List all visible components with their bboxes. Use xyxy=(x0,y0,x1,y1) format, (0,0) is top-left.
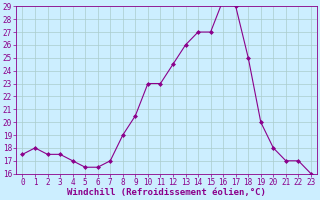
X-axis label: Windchill (Refroidissement éolien,°C): Windchill (Refroidissement éolien,°C) xyxy=(67,188,266,197)
